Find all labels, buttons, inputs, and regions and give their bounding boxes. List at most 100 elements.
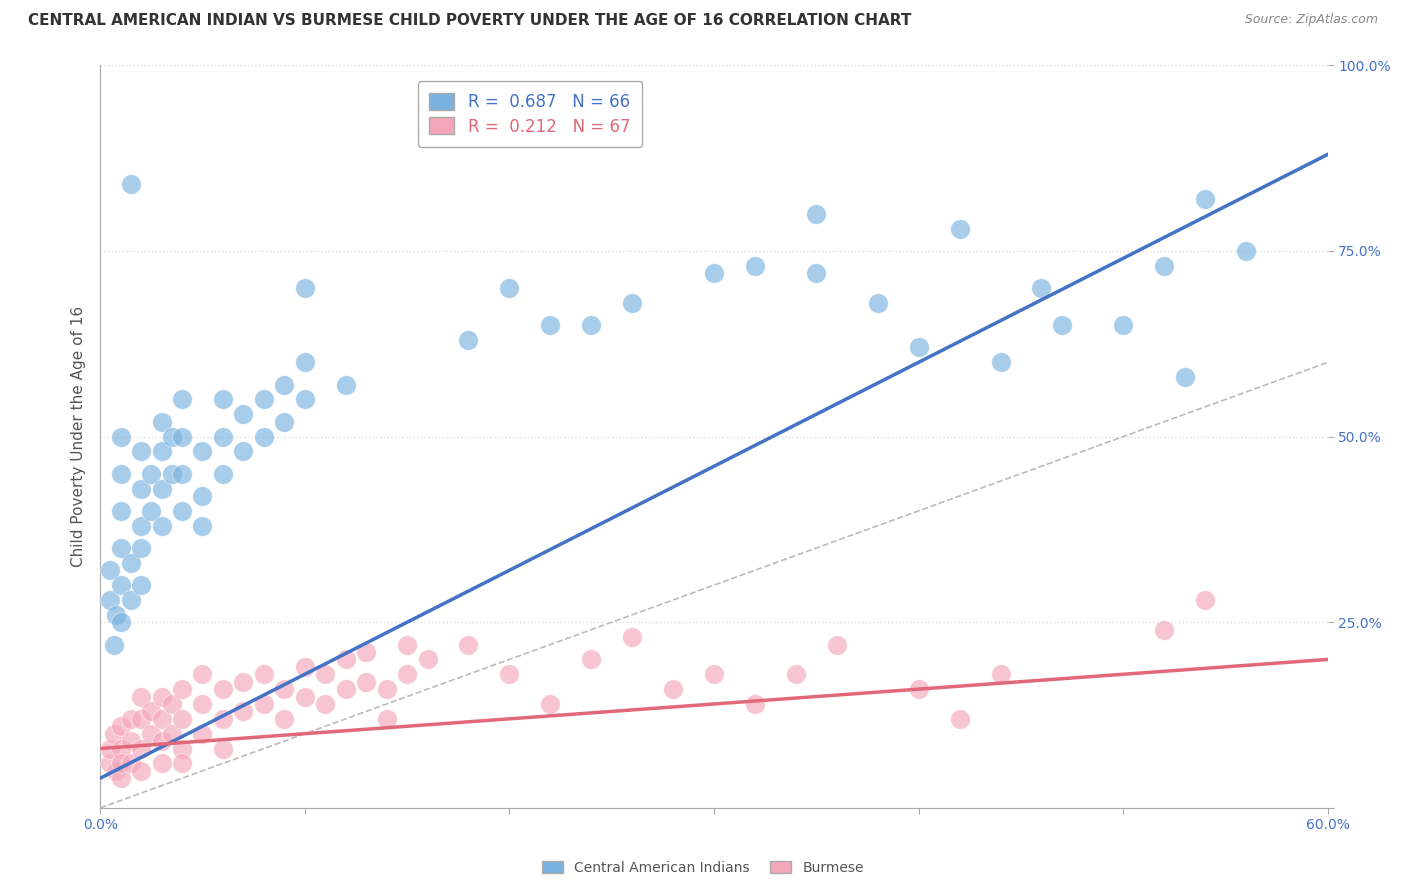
Point: [949, 712, 972, 726]
Point: [314, 697, 336, 711]
Point: [273, 682, 295, 697]
Point: [212, 712, 235, 726]
Point: [990, 667, 1012, 681]
Point: [314, 667, 336, 681]
Point: [806, 266, 828, 280]
Legend: Central American Indians, Burmese: Central American Indians, Burmese: [537, 855, 869, 880]
Point: [110, 429, 132, 443]
Point: [621, 630, 644, 644]
Point: [150, 734, 173, 748]
Point: [110, 615, 132, 630]
Point: [375, 712, 398, 726]
Point: [232, 407, 254, 421]
Point: [120, 756, 142, 771]
Point: [253, 429, 276, 443]
Point: [110, 467, 132, 481]
Point: [129, 578, 152, 592]
Point: [273, 377, 295, 392]
Point: [170, 392, 193, 407]
Point: [785, 667, 807, 681]
Point: [160, 697, 183, 711]
Point: [1153, 623, 1175, 637]
Point: [120, 734, 142, 748]
Point: [294, 660, 316, 674]
Point: [110, 771, 132, 785]
Point: [212, 682, 235, 697]
Point: [129, 741, 152, 756]
Point: [98, 563, 121, 577]
Point: [212, 429, 235, 443]
Point: [396, 638, 419, 652]
Point: [294, 281, 316, 295]
Point: [538, 697, 561, 711]
Point: [191, 444, 214, 458]
Point: [110, 741, 132, 756]
Point: [129, 444, 152, 458]
Point: [1031, 281, 1053, 295]
Point: [160, 727, 183, 741]
Point: [907, 340, 929, 354]
Point: [1112, 318, 1135, 332]
Legend: R =  0.687   N = 66, R =  0.212   N = 67: R = 0.687 N = 66, R = 0.212 N = 67: [418, 81, 643, 147]
Point: [98, 741, 121, 756]
Point: [191, 667, 214, 681]
Point: [103, 638, 125, 652]
Point: [141, 504, 163, 518]
Point: [120, 712, 142, 726]
Point: [621, 295, 644, 310]
Point: [294, 355, 316, 369]
Point: [129, 518, 152, 533]
Point: [191, 518, 214, 533]
Point: [232, 444, 254, 458]
Point: [160, 429, 183, 443]
Point: [191, 697, 214, 711]
Point: [1234, 244, 1257, 258]
Point: [1194, 593, 1216, 607]
Point: [98, 593, 121, 607]
Point: [141, 467, 163, 481]
Point: [335, 682, 357, 697]
Point: [110, 756, 132, 771]
Point: [129, 541, 152, 555]
Point: [806, 207, 828, 221]
Point: [253, 697, 276, 711]
Point: [105, 607, 128, 622]
Point: [120, 177, 142, 191]
Point: [581, 652, 603, 666]
Text: Source: ZipAtlas.com: Source: ZipAtlas.com: [1244, 13, 1378, 27]
Point: [212, 392, 235, 407]
Point: [170, 756, 193, 771]
Point: [294, 392, 316, 407]
Point: [253, 392, 276, 407]
Point: [110, 504, 132, 518]
Point: [232, 705, 254, 719]
Point: [232, 674, 254, 689]
Point: [744, 697, 766, 711]
Point: [335, 652, 357, 666]
Point: [212, 741, 235, 756]
Point: [273, 712, 295, 726]
Point: [120, 556, 142, 570]
Point: [1153, 259, 1175, 273]
Point: [129, 690, 152, 704]
Point: [498, 667, 520, 681]
Point: [170, 467, 193, 481]
Point: [294, 690, 316, 704]
Point: [150, 756, 173, 771]
Point: [273, 415, 295, 429]
Point: [103, 727, 125, 741]
Point: [498, 281, 520, 295]
Point: [416, 652, 439, 666]
Point: [105, 764, 128, 778]
Text: CENTRAL AMERICAN INDIAN VS BURMESE CHILD POVERTY UNDER THE AGE OF 16 CORRELATION: CENTRAL AMERICAN INDIAN VS BURMESE CHILD…: [28, 13, 911, 29]
Point: [744, 259, 766, 273]
Point: [170, 741, 193, 756]
Point: [160, 467, 183, 481]
Point: [253, 667, 276, 681]
Y-axis label: Child Poverty Under the Age of 16: Child Poverty Under the Age of 16: [72, 306, 86, 567]
Point: [110, 541, 132, 555]
Point: [129, 764, 152, 778]
Point: [949, 221, 972, 235]
Point: [110, 719, 132, 733]
Point: [703, 266, 725, 280]
